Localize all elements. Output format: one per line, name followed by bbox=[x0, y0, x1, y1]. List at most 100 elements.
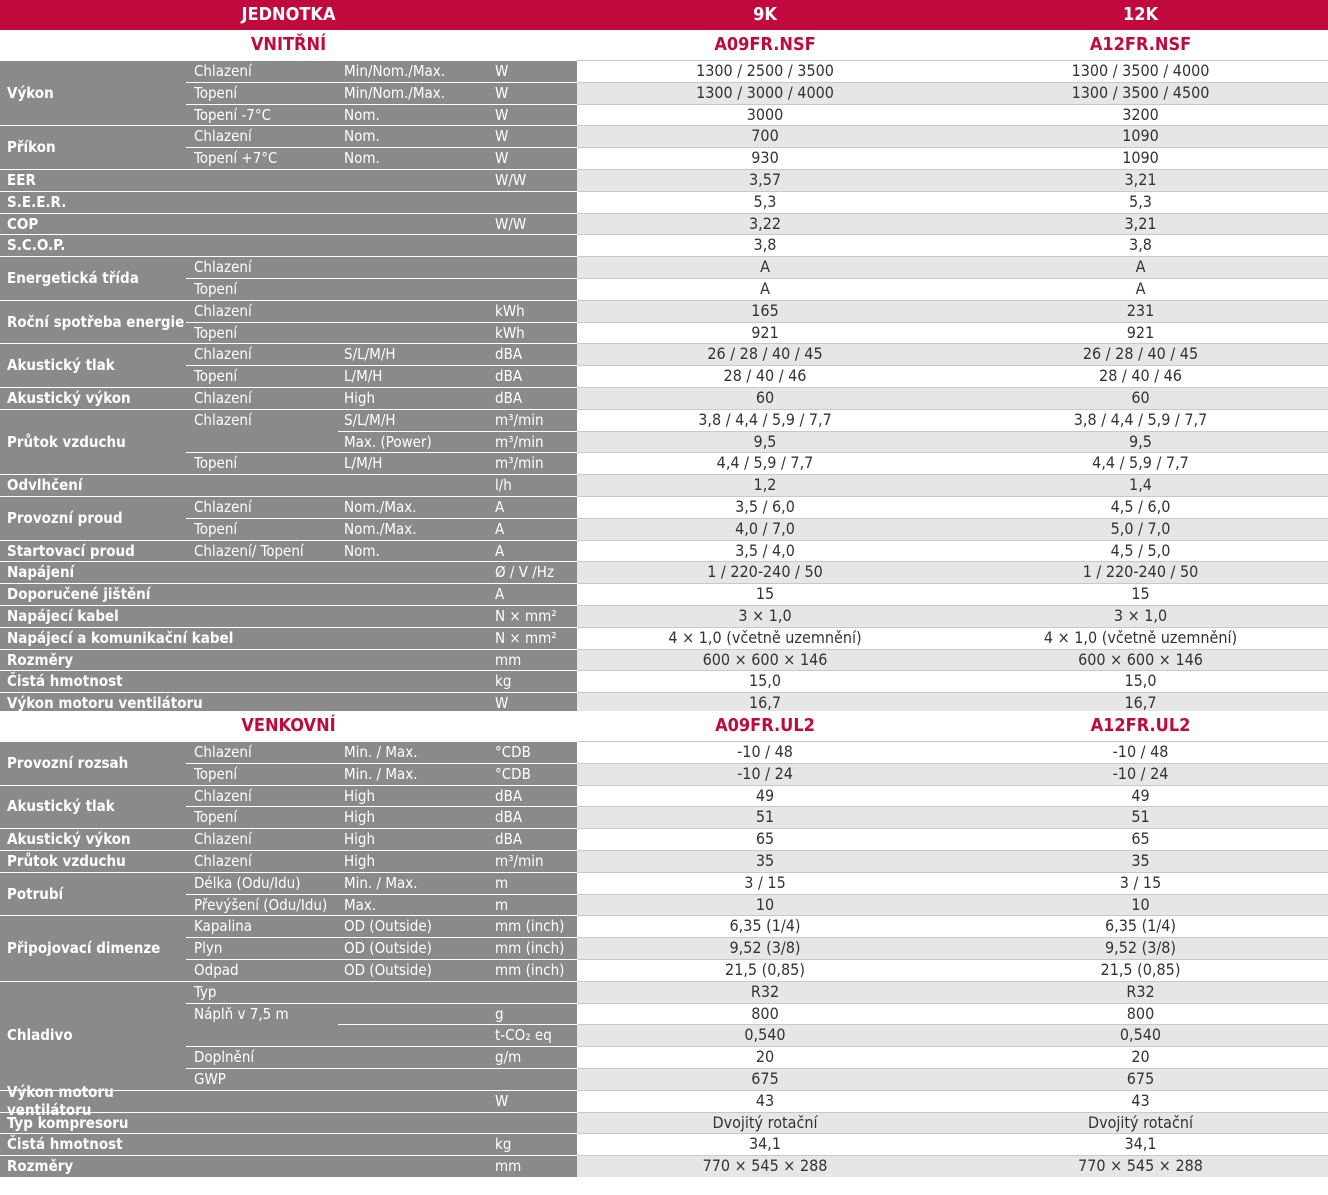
indoor-group-divider bbox=[0, 387, 577, 388]
indoor-row-value-bg bbox=[577, 212, 1328, 235]
indoor-row-divider bbox=[577, 190, 1328, 192]
indoor-value-12k: 4 × 1,0 (včetně uzemnění) bbox=[1043, 627, 1238, 647]
outdoor-value-12k: 20 bbox=[1131, 1047, 1150, 1067]
outdoor-row-divider bbox=[577, 937, 1328, 939]
indoor-row: 5,3 5,3 bbox=[0, 190, 1328, 213]
outdoor-group-label: Připojovací dimenze bbox=[7, 939, 161, 958]
indoor-row: A 15 15 bbox=[0, 583, 1328, 606]
outdoor-row-label-bg bbox=[0, 1002, 577, 1025]
outdoor-title: VENKOVNÍ bbox=[241, 715, 336, 736]
outdoor-row-label-bg bbox=[0, 850, 577, 872]
outdoor-value-9k: 675 bbox=[751, 1069, 779, 1088]
indoor-group-divider bbox=[0, 626, 577, 628]
indoor-row-condition: Nom./Max. bbox=[344, 519, 417, 538]
outdoor-row: Náplň v 7,5 m g 800 800 bbox=[0, 1002, 1328, 1025]
indoor-value-12k: 5,0 / 7,0 bbox=[1110, 518, 1171, 538]
outdoor-row-label-bg bbox=[0, 1111, 577, 1134]
indoor-group-label: Odvlhčení bbox=[7, 476, 83, 495]
indoor-row: Chlazení Min/Nom./Max. W 1300 / 2500 / 3500… bbox=[0, 60, 1328, 82]
indoor-group-divider bbox=[0, 60, 577, 61]
outdoor-row-condition: High bbox=[344, 786, 376, 805]
outdoor-row-unit: dBA bbox=[495, 830, 523, 849]
outdoor-row-sublabel: Délka (Odu/Idu) bbox=[194, 873, 301, 892]
indoor-row-unit: A bbox=[495, 585, 505, 604]
indoor-group-label: Doporučené jištění bbox=[7, 585, 151, 604]
indoor-row-condition: Min/Nom./Max. bbox=[344, 83, 446, 102]
outdoor-row-unit: m bbox=[495, 873, 509, 892]
outdoor-row-label-bg bbox=[0, 871, 577, 894]
indoor-row-unit: W bbox=[495, 127, 509, 146]
indoor-sub-divider bbox=[186, 321, 577, 323]
indoor-row-label-bg bbox=[0, 343, 577, 366]
indoor-value-9k: 1300 / 2500 / 3500 bbox=[696, 61, 834, 80]
outdoor-row-label-bg bbox=[0, 937, 577, 960]
outdoor-row-sublabel: Převýšení (Odu/Idu) bbox=[194, 895, 328, 914]
indoor-row-divider bbox=[577, 474, 1328, 476]
indoor-group-divider bbox=[0, 692, 577, 694]
outdoor-row-condition: Min. / Max. bbox=[344, 764, 418, 783]
outdoor-row-unit: °CDB bbox=[495, 743, 531, 761]
indoor-value-12k: 3,21 bbox=[1124, 170, 1157, 189]
indoor-value-9k: 1 / 220-240 / 50 bbox=[707, 562, 823, 582]
outdoor-value-12k: -10 / 48 bbox=[1112, 742, 1169, 761]
indoor-row-divider bbox=[577, 103, 1328, 105]
indoor-row-label-bg bbox=[0, 626, 577, 649]
indoor-value-12k: 60 bbox=[1131, 388, 1150, 407]
indoor-row-divider bbox=[577, 60, 1328, 61]
outdoor-value-12k: 43 bbox=[1131, 1090, 1150, 1110]
indoor-value-12k: 28 / 40 / 46 bbox=[1099, 366, 1182, 386]
header-unit-label: JEDNOTKA bbox=[241, 4, 336, 25]
outdoor-row-condition: High bbox=[344, 808, 376, 827]
outdoor-group-label: Typ kompresoru bbox=[7, 1113, 129, 1132]
outdoor-row-value-bg bbox=[577, 915, 1328, 938]
indoor-value-9k: 3,5 / 6,0 bbox=[735, 497, 795, 516]
outdoor-row-divider bbox=[577, 784, 1328, 786]
indoor-row-label-bg bbox=[0, 365, 577, 388]
outdoor-value-9k: 21,5 (0,85) bbox=[725, 960, 805, 979]
outdoor-row-divider bbox=[577, 828, 1328, 830]
indoor-row-value-bg bbox=[577, 408, 1328, 431]
indoor-value-12k: 3,8 bbox=[1129, 235, 1152, 255]
indoor-group-label: Provozní proud bbox=[7, 508, 123, 527]
indoor-value-9k: A bbox=[760, 279, 770, 298]
outdoor-row-sublabel: Topení bbox=[194, 808, 238, 827]
outdoor-row: W 43 43 bbox=[0, 1089, 1328, 1112]
indoor-group-divider bbox=[0, 561, 577, 563]
indoor-group-label: Průtok vzduchu bbox=[7, 432, 126, 451]
indoor-group-label: Roční spotřeba energie bbox=[7, 312, 185, 331]
outdoor-row-condition: OD (Outside) bbox=[344, 917, 432, 936]
indoor-row-condition: Min/Nom./Max. bbox=[344, 62, 446, 80]
indoor-value-12k: 3,8 / 4,4 / 5,9 / 7,7 bbox=[1073, 409, 1208, 429]
indoor-row-unit: m³/min bbox=[495, 410, 544, 429]
outdoor-row-value-bg bbox=[577, 741, 1328, 763]
indoor-value-9k: 3,22 bbox=[748, 213, 782, 233]
outdoor-group-label: Provozní rozsah bbox=[7, 753, 129, 772]
indoor-group-label: Výkon bbox=[7, 83, 54, 102]
indoor-row-divider bbox=[577, 343, 1328, 345]
outdoor-row-value-bg bbox=[577, 1068, 1328, 1090]
outdoor-row: Odpad OD (Outside) mm (inch) 21,5 (0,85) 21,… bbox=[0, 959, 1328, 981]
indoor-row-label-bg bbox=[0, 539, 577, 562]
indoor-row: Chlazení kWh 165 231 bbox=[0, 299, 1328, 322]
outdoor-row-sublabel: Kapalina bbox=[194, 917, 253, 936]
indoor-row-value-bg bbox=[577, 60, 1328, 82]
indoor-sub-divider bbox=[186, 365, 577, 367]
indoor-row-condition: Nom. bbox=[344, 105, 380, 124]
outdoor-row-sublabel: Chlazení bbox=[194, 786, 252, 805]
indoor-row-label-bg bbox=[0, 321, 577, 344]
outdoor-row-sublabel: Náplň v 7,5 m bbox=[194, 1004, 289, 1023]
indoor-value-12k: 1300 / 3500 / 4500 bbox=[1071, 82, 1210, 102]
outdoor-model-12k: A12FR.UL2 bbox=[1090, 715, 1191, 736]
indoor-row-unit: A bbox=[495, 541, 505, 560]
outdoor-row: Převýšení (Odu/Idu) Max. m 10 10 bbox=[0, 893, 1328, 916]
indoor-row-value-bg bbox=[577, 278, 1328, 300]
indoor-value-12k: 231 bbox=[1126, 300, 1155, 320]
outdoor-value-12k: 800 bbox=[1126, 1003, 1155, 1023]
outdoor-value-9k: 65 bbox=[755, 829, 775, 849]
outdoor-row-label-bg bbox=[0, 762, 577, 785]
outdoor-value-9k: R32 bbox=[750, 981, 780, 1001]
indoor-value-12k: 3200 bbox=[1122, 104, 1159, 124]
outdoor-row-sublabel: Chlazení bbox=[194, 743, 252, 761]
indoor-row-unit: N × mm² bbox=[495, 628, 557, 647]
indoor-value-9k: 60 bbox=[755, 388, 775, 407]
